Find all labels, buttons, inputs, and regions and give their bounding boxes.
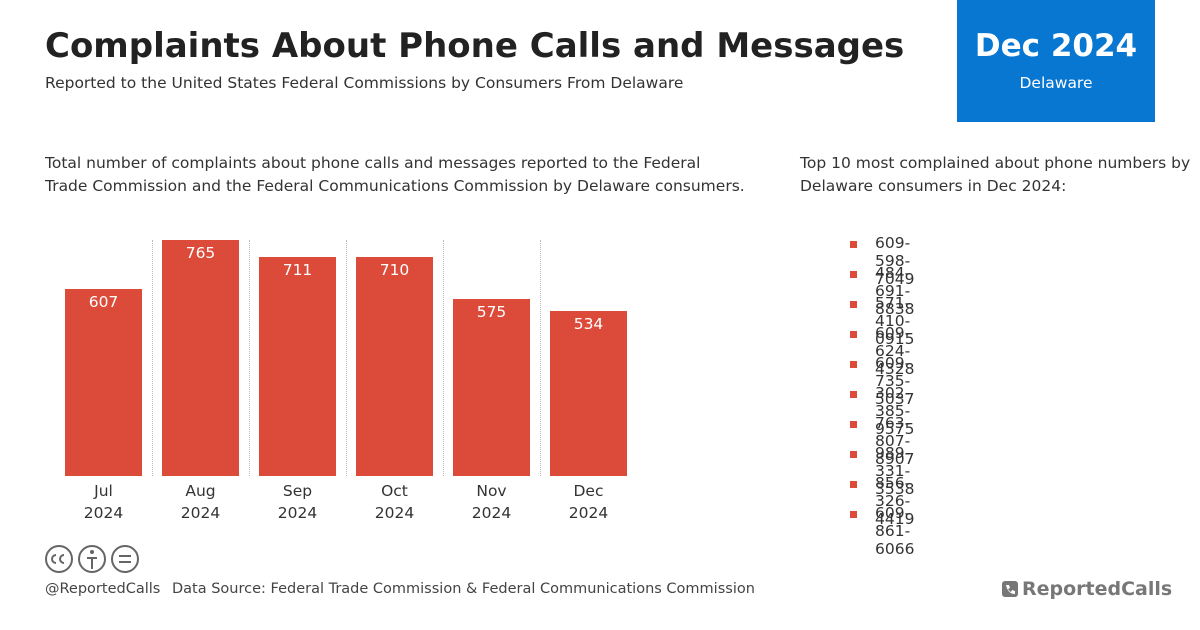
x-tick-label: Oct 2024 xyxy=(374,482,415,522)
value-label: 765 xyxy=(185,244,216,262)
chart: 607 Jul 2024 765 Aug 2024 711 Sep 2024 710 Oct … xyxy=(0,0,700,530)
phone-number: 763-807-8907 xyxy=(875,414,915,468)
footer-source: Data Source: Federal Trade Commission & … xyxy=(172,581,755,597)
value-label: 575 xyxy=(476,302,507,321)
bullet xyxy=(850,451,857,458)
separator xyxy=(443,240,444,476)
license-icons xyxy=(45,545,139,573)
title: Complaints About Phone Calls and Message… xyxy=(45,26,905,66)
phone-number: 609-624-4328 xyxy=(875,324,915,378)
badge-date: Dec 2024 xyxy=(974,28,1138,64)
x-tick-label: Sep 2024 xyxy=(277,482,318,522)
x-tick-label: Dec 2024 xyxy=(568,482,609,522)
logo: ReportedCalls xyxy=(1022,578,1173,600)
footer-handle: @ReportedCalls xyxy=(45,581,161,597)
badge: Dec 2024 Delaware xyxy=(957,0,1155,122)
x-tick-label: Aug 2024 xyxy=(180,482,221,522)
bullet xyxy=(850,361,857,368)
bar xyxy=(356,256,433,476)
bullet xyxy=(850,301,857,308)
x-label-wrap: Nov 2024 xyxy=(453,480,530,524)
x-label-wrap: Oct 2024 xyxy=(356,480,433,524)
bullet xyxy=(850,331,857,338)
separator xyxy=(540,240,541,476)
bar xyxy=(550,311,627,476)
x-tick-label: Nov 2024 xyxy=(471,482,512,522)
x-label-wrap: Dec 2024 xyxy=(550,480,627,524)
x-tick-label: Jul 2024 xyxy=(83,482,124,522)
phone-number: 609-735-5037 xyxy=(875,354,915,408)
phone-number: 571-410-0915 xyxy=(875,294,915,348)
bullet xyxy=(850,511,857,518)
badge-state: Delaware xyxy=(1019,74,1093,92)
subtitle: Reported to the United States Federal Co… xyxy=(45,74,684,92)
logo-icon xyxy=(1002,581,1018,597)
value-label: 710 xyxy=(379,260,410,279)
bar xyxy=(259,256,336,476)
separator xyxy=(249,240,250,476)
bullet xyxy=(850,481,857,488)
phone-number: 856-326-4419 xyxy=(875,474,915,528)
separator xyxy=(346,240,347,476)
bar xyxy=(65,288,142,476)
bullet xyxy=(850,391,857,398)
phone-number: 989-331-3538 xyxy=(875,444,915,498)
bullet xyxy=(850,241,857,248)
chart-description: Total number of complaints about phone c… xyxy=(45,154,745,195)
value-label: 711 xyxy=(282,260,313,279)
separator xyxy=(152,240,153,476)
value-label: 607 xyxy=(88,292,119,311)
bar xyxy=(453,298,530,476)
bullet xyxy=(850,271,857,278)
phone-number: 302-385-9575 xyxy=(875,384,915,438)
phone-number: 609-598-7049 xyxy=(875,234,915,288)
x-label-wrap: Sep 2024 xyxy=(259,480,336,524)
list-heading: Top 10 most complained about phone numbe… xyxy=(800,154,1191,195)
x-label-wrap: Jul 2024 xyxy=(65,480,142,524)
bar xyxy=(162,240,239,476)
bullet xyxy=(850,421,857,428)
phone-number: 609-861-6066 xyxy=(875,504,915,558)
phone-number: 484-691-8838 xyxy=(875,264,915,318)
value-label: 534 xyxy=(573,315,604,334)
x-label-wrap: Aug 2024 xyxy=(162,480,239,524)
